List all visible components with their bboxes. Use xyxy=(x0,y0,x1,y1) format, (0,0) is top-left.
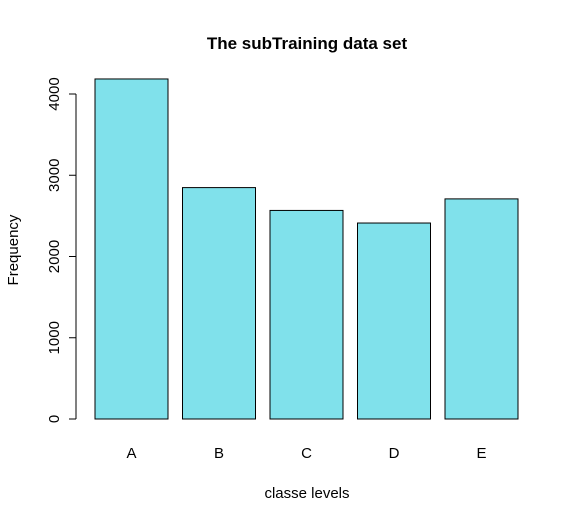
y-tick-label: 3000 xyxy=(46,159,63,192)
x-tick-label-A: A xyxy=(126,445,136,462)
y-tick-label: 4000 xyxy=(46,77,63,110)
x-tick-label-C: C xyxy=(301,445,312,462)
y-tick-label: 2000 xyxy=(46,240,63,273)
x-tick-label-D: D xyxy=(389,445,400,462)
bar-B xyxy=(183,188,256,419)
bar-A xyxy=(95,79,168,419)
x-tick-label-E: E xyxy=(476,445,486,462)
bar-D xyxy=(358,223,431,419)
x-tick-label-B: B xyxy=(214,445,224,462)
bars-group xyxy=(95,79,518,419)
chart-title: The subTraining data set xyxy=(207,34,408,53)
x-axis-label: classe levels xyxy=(264,485,349,502)
x-tick-labels: A B C D E xyxy=(126,445,486,462)
y-tick-label: 0 xyxy=(46,415,63,423)
bar-E xyxy=(445,199,518,419)
y-axis: 0 1000 2000 3000 4000 xyxy=(46,77,76,423)
y-tick-label: 1000 xyxy=(46,321,63,354)
y-axis-label: Frequency xyxy=(5,214,22,285)
bar-C xyxy=(270,210,343,419)
